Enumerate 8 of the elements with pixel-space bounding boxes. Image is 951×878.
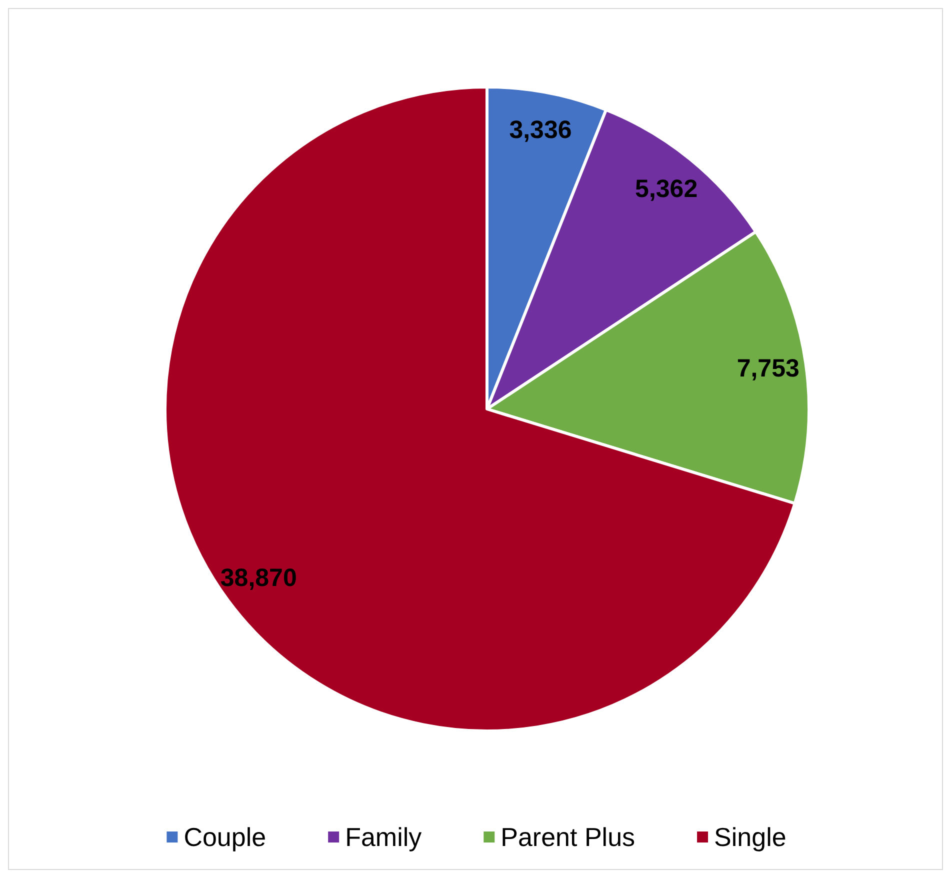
legend-label: Parent Plus [500, 822, 636, 852]
data-label: 5,362 [635, 174, 698, 203]
legend-label: Single [714, 822, 786, 852]
data-label: 38,870 [220, 564, 297, 592]
legend-label: Couple [184, 822, 266, 852]
data-label: 3,336 [509, 116, 572, 144]
legend-label: Family [345, 822, 422, 852]
data-label: 7,753 [736, 354, 800, 383]
